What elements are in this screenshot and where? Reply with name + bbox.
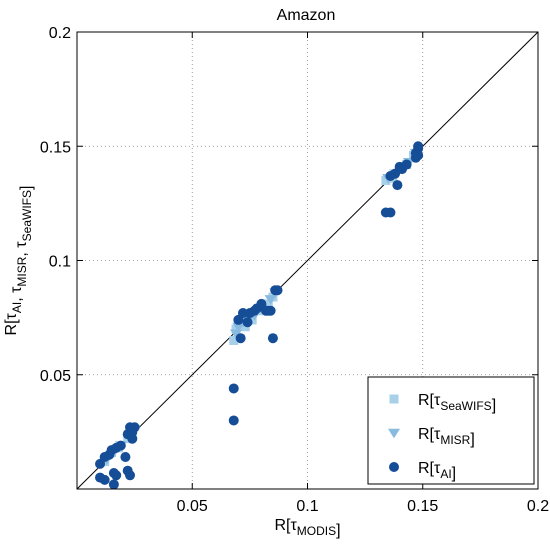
seawifs-point-13	[381, 176, 391, 186]
seawifs-point-11	[263, 299, 273, 309]
chart-title: Amazon	[277, 7, 336, 24]
legend-marker-ai	[389, 462, 399, 472]
ai-point-20	[228, 383, 239, 394]
ai-point-19	[228, 415, 239, 426]
legend: R[τSeaWIFS] R[τMISR] R[τAI]	[367, 376, 535, 485]
ai-point-24	[242, 317, 253, 328]
ai-point-17	[129, 422, 140, 433]
x-axis-label: R[τMODIS]	[274, 517, 340, 539]
misr-point-5	[230, 329, 243, 340]
reference-line-group	[76, 31, 539, 490]
legend-label-ai: R[τAI]	[418, 460, 456, 482]
x-tick-label-0: 0.05	[177, 498, 208, 515]
misr-point-11	[264, 295, 277, 305]
x-tick-label-2: 0.15	[407, 498, 438, 515]
ai-point-32	[267, 333, 278, 344]
legend-marker-misr	[388, 428, 400, 439]
ai-point-39	[392, 180, 403, 191]
one-to-one-line	[76, 31, 539, 490]
axis-ticks: 0.05 0.1 0.15 0.2 0.05 0.1 0.15 0.2	[40, 25, 549, 515]
ai-point-7	[111, 470, 122, 481]
ai-point-36	[385, 207, 396, 218]
seawifs-point-6	[231, 324, 241, 334]
legend-label-seawifs: R[τSeaWIFS]	[418, 392, 496, 414]
seawifs-point-8	[240, 322, 250, 332]
x-axis-label-text: R[τMODIS]	[274, 517, 340, 539]
ai-point-47	[410, 152, 421, 163]
ai-point-42	[401, 159, 412, 170]
ai-point-31	[265, 305, 276, 316]
data-points	[95, 141, 424, 490]
ai-point-23	[237, 308, 248, 319]
ai-point-21	[235, 333, 246, 344]
x-tick-label-3: 0.2	[527, 498, 549, 515]
seawifs-point-9	[247, 315, 257, 325]
ai-point-12	[125, 470, 136, 481]
x-tick-label-1: 0.1	[296, 498, 318, 515]
ai-point-34	[272, 285, 283, 296]
y-tick-label-0: 0.05	[40, 368, 71, 385]
series-ai	[95, 141, 424, 490]
y-tick-label-1: 0.1	[49, 254, 71, 271]
y-tick-label-2: 0.15	[40, 139, 71, 156]
ai-point-5	[115, 440, 126, 451]
y-axis-label-text: R[τAI, τMISR, τSeaWIFS]	[3, 186, 35, 336]
ai-point-18	[127, 433, 138, 444]
ai-point-45	[413, 141, 424, 152]
ai-point-13	[120, 452, 131, 463]
seawifs-point-5	[229, 335, 239, 345]
ai-point-10	[99, 474, 110, 485]
ai-point-8	[108, 479, 119, 490]
y-tick-label-3: 0.2	[49, 25, 71, 42]
legend-marker-seawifs	[389, 394, 399, 404]
legend-label-misr: R[τMISR]	[418, 426, 475, 448]
y-axis-label: R[τAI, τMISR, τSeaWIFS]	[3, 186, 35, 336]
